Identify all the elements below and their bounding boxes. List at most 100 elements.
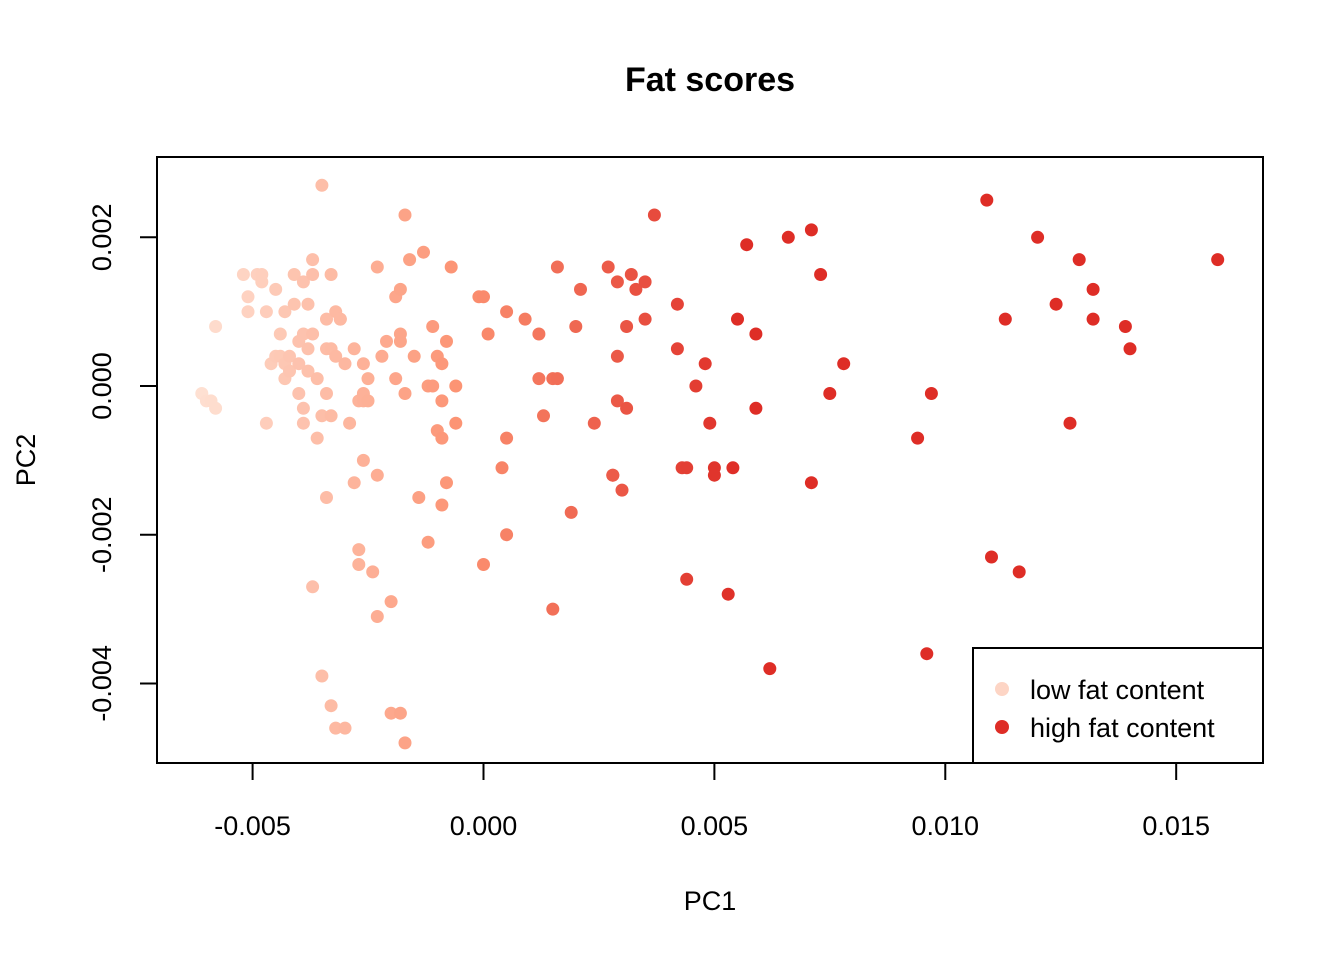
- data-point: [495, 461, 509, 475]
- data-point: [384, 706, 398, 720]
- y-axis: -0.004 -0.002 0.000 0.002: [87, 204, 158, 722]
- data-point: [1049, 297, 1063, 311]
- x-tick-label: -0.005: [214, 811, 291, 841]
- data-point: [638, 275, 652, 289]
- data-point: [1031, 230, 1045, 244]
- data-point: [615, 483, 629, 497]
- data-point: [601, 260, 615, 274]
- legend-label-low: low fat content: [1030, 675, 1205, 705]
- data-point: [823, 387, 837, 400]
- data-point: [444, 260, 458, 274]
- data-point: [370, 260, 384, 274]
- data-point: [740, 238, 754, 252]
- data-point: [477, 290, 490, 304]
- data-point: [814, 268, 828, 281]
- data-point: [278, 305, 292, 319]
- data-point: [338, 721, 352, 735]
- data-point: [292, 387, 306, 400]
- data-point: [407, 349, 421, 363]
- data-point: [435, 357, 449, 371]
- data-point: [610, 394, 624, 408]
- data-point: [837, 357, 851, 371]
- data-point: [296, 401, 310, 415]
- data-point: [1086, 282, 1100, 296]
- data-point: [324, 409, 338, 423]
- data-point: [301, 364, 315, 378]
- data-point: [670, 297, 684, 311]
- data-point: [763, 662, 777, 676]
- data-point: [435, 394, 449, 408]
- data-point: [398, 208, 412, 222]
- data-point: [283, 349, 296, 363]
- data-point: [449, 416, 463, 430]
- data-point: [209, 401, 223, 415]
- data-point: [749, 327, 763, 341]
- legend: low fat content high fat content: [972, 647, 1264, 764]
- data-point: [306, 327, 320, 341]
- data-point: [324, 268, 338, 281]
- data-point: [435, 431, 449, 445]
- data-point: [356, 357, 370, 371]
- data-point: [398, 736, 412, 750]
- data-point: [1063, 416, 1077, 430]
- data-point: [1086, 312, 1100, 326]
- data-point: [320, 491, 333, 504]
- y-tick-label: -0.004: [87, 645, 117, 722]
- data-point: [537, 409, 550, 423]
- data-point: [606, 468, 620, 482]
- chart-title: Fat scores: [625, 61, 795, 99]
- data-point: [306, 268, 320, 281]
- data-point: [426, 320, 440, 333]
- x-tick-label: 0.005: [681, 811, 749, 841]
- data-point: [440, 476, 453, 490]
- data-point: [680, 572, 694, 586]
- data-point: [324, 699, 338, 713]
- data-point: [980, 193, 994, 207]
- data-point: [370, 610, 384, 623]
- data-point: [435, 498, 449, 512]
- data-point: [412, 491, 426, 504]
- data-point: [546, 602, 560, 616]
- data-point: [287, 297, 301, 311]
- data-point: [532, 327, 546, 341]
- data-point: [1012, 565, 1026, 579]
- data-point: [421, 535, 435, 549]
- y-axis-label: PC2: [11, 434, 41, 487]
- data-point: [315, 178, 329, 192]
- data-point: [292, 357, 306, 371]
- data-point: [209, 320, 223, 333]
- y-tick-label: 0.002: [87, 204, 117, 272]
- data-point: [296, 327, 310, 341]
- legend-label-high: high fat content: [1030, 713, 1215, 743]
- data-point: [241, 290, 255, 304]
- data-point: [259, 416, 273, 430]
- data-point: [620, 320, 634, 333]
- data-point: [301, 297, 315, 311]
- data-point: [306, 253, 320, 267]
- data-point: [680, 461, 694, 475]
- data-point: [749, 401, 763, 415]
- data-point: [398, 387, 412, 400]
- data-point: [384, 595, 398, 609]
- data-point: [721, 587, 735, 601]
- data-point: [1211, 253, 1225, 267]
- data-point: [647, 208, 661, 222]
- data-point: [393, 282, 407, 296]
- data-point: [296, 275, 310, 289]
- data-point: [804, 223, 818, 237]
- data-point: [804, 476, 818, 490]
- data-point: [1118, 320, 1132, 333]
- data-point: [564, 505, 578, 519]
- points-layer: [195, 178, 1225, 750]
- data-point: [352, 543, 366, 557]
- data-point: [236, 268, 250, 281]
- data-point: [255, 275, 269, 289]
- data-point: [781, 230, 795, 244]
- data-point: [638, 312, 652, 326]
- x-axis-label: PC1: [684, 886, 737, 916]
- data-point: [670, 342, 684, 356]
- data-point: [315, 669, 329, 683]
- data-point: [361, 394, 375, 408]
- data-point: [500, 431, 514, 445]
